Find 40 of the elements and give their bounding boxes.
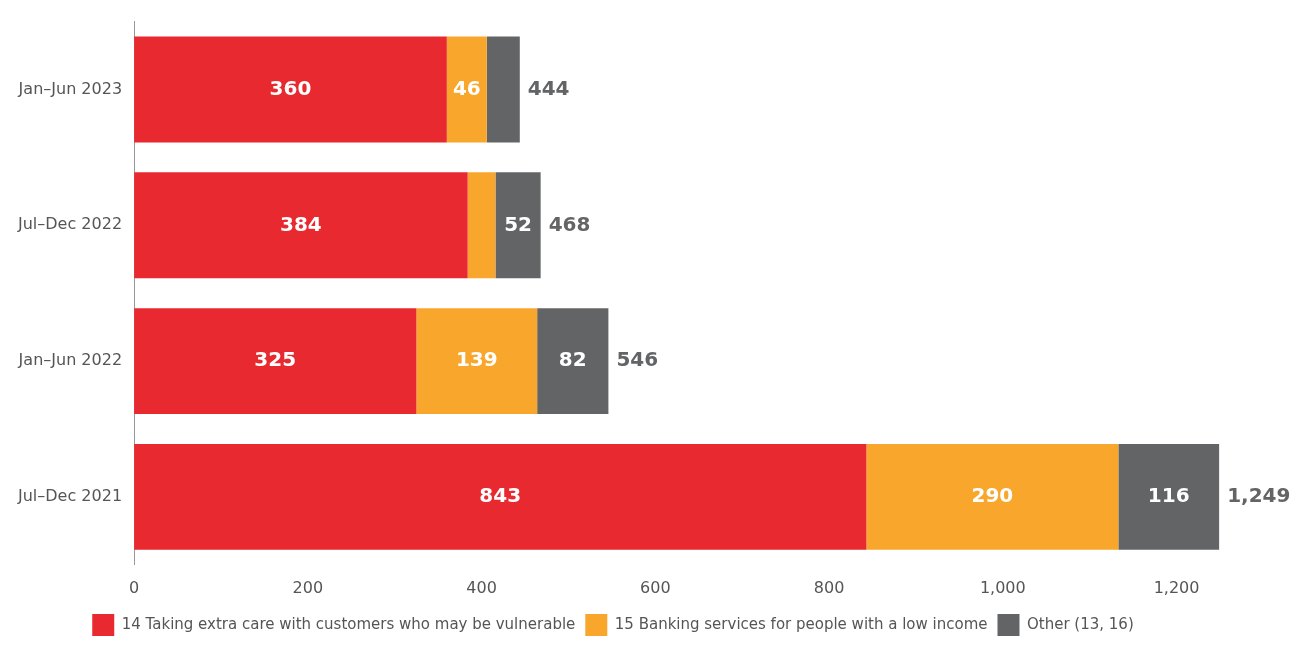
legend-label: Other (13, 16) (1026, 614, 1134, 633)
total-label: 546 (616, 347, 659, 372)
x-tick-label: 600 (640, 577, 671, 597)
data-label: 360 (269, 75, 312, 100)
bar (1118, 443, 1220, 550)
x-tick-label: 1,000 (979, 577, 1026, 597)
bar (495, 172, 541, 279)
x-tick-label: 0 (128, 577, 140, 597)
y-tick-label: Jul–Dec 2022 (16, 214, 123, 234)
bar (446, 36, 487, 143)
bar (416, 308, 538, 415)
total-label: 468 (548, 211, 591, 236)
data-label: 82 (558, 347, 587, 372)
data-label: 46 (452, 75, 481, 100)
bar (134, 172, 468, 279)
total-label: 444 (527, 75, 570, 100)
x-tick-label: 400 (466, 577, 497, 597)
bar (134, 308, 417, 415)
bar (134, 443, 867, 550)
legend-label: 14 Taking extra care with customers who may be vulnerable (121, 614, 576, 633)
y-tick-label: Jul–Dec 2021 (16, 486, 123, 506)
x-tick-label: 800 (813, 577, 845, 597)
x-tick-label: 200 (292, 577, 324, 597)
data-label: 139 (455, 347, 498, 372)
bar (866, 443, 1119, 550)
bar (537, 308, 609, 415)
data-label: 290 (971, 483, 1014, 508)
bar (486, 36, 520, 143)
bar (134, 36, 447, 143)
data-label: 325 (254, 347, 297, 372)
y-tick-label: Jan–Jun 2022 (17, 350, 123, 370)
data-label: 52 (504, 211, 532, 236)
total-label: 1,249 (1227, 483, 1291, 508)
legend-label: 15 Banking services for people with a low income (614, 614, 988, 633)
y-tick-label: Jan–Jun 2023 (17, 78, 123, 98)
bar (467, 172, 496, 279)
data-label: 384 (279, 211, 322, 236)
data-label: 843 (479, 483, 522, 508)
x-tick-label: 1,200 (1153, 577, 1200, 597)
data-label: 116 (1147, 483, 1190, 508)
